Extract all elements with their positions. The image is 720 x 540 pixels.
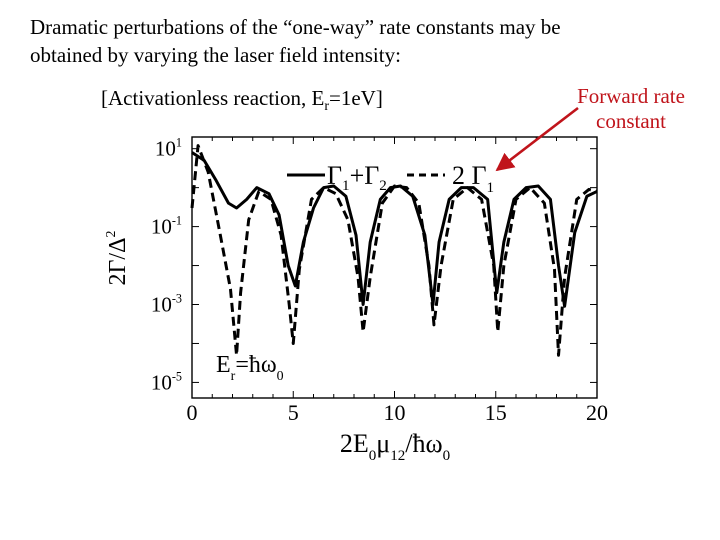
legend-label-2gamma1: 2 Γ1 bbox=[452, 161, 494, 196]
legend-label-gamma-sum: Γ1+Γ2 bbox=[327, 161, 387, 194]
y-axis-label: 2Γ/Δ2 bbox=[104, 230, 131, 285]
callout-line-2: constant bbox=[596, 109, 666, 133]
x-axis-label: 2E0μ12/ħω0 bbox=[340, 429, 450, 464]
chart-subtitle: [Activationless reaction, Er=1eV] bbox=[101, 86, 383, 115]
callout-arrow-group bbox=[495, 106, 579, 172]
legend-group: Γ1+Γ2 2 Γ1 bbox=[287, 161, 494, 196]
x-tick-label: 10 bbox=[384, 400, 406, 425]
callout-arrow bbox=[495, 106, 579, 172]
y-tick-label: 10-3 bbox=[151, 292, 182, 317]
x-tick-label: 15 bbox=[485, 400, 507, 425]
series-2gamma1-line bbox=[190, 144, 598, 357]
forward-rate-callout: Forward rate constant bbox=[570, 84, 692, 134]
heading-line-2: obtained by varying the laser field inte… bbox=[30, 43, 401, 67]
subtitle-prefix: [Activationless reaction, E bbox=[101, 86, 325, 110]
resonance-annotation: Er=ħω0 bbox=[216, 352, 284, 384]
series-gamma-sum-line bbox=[191, 151, 598, 308]
x-tick-label: 0 bbox=[187, 400, 198, 425]
subtitle-subscript: r bbox=[324, 99, 330, 114]
x-tick-label: 20 bbox=[586, 400, 608, 425]
y-tick-label: 10-5 bbox=[151, 369, 182, 394]
callout-line-1: Forward rate bbox=[577, 84, 685, 108]
label-group: 0 5 10 15 20 101 10-1 10-3 10-5 Er=ħω0 2E0μ12/ħω0 2… bbox=[104, 136, 608, 464]
x-tick-label: 5 bbox=[288, 400, 299, 425]
y-tick-label: 10-1 bbox=[151, 214, 182, 239]
y-tick-label: 101 bbox=[155, 136, 182, 161]
series-group bbox=[190, 144, 598, 357]
subtitle-suffix: =1eV] bbox=[329, 86, 383, 110]
heading-line-1: Dramatic perturbations of the “one-way” … bbox=[30, 15, 561, 39]
slide-heading: Dramatic perturbations of the “one-way” … bbox=[30, 13, 710, 69]
